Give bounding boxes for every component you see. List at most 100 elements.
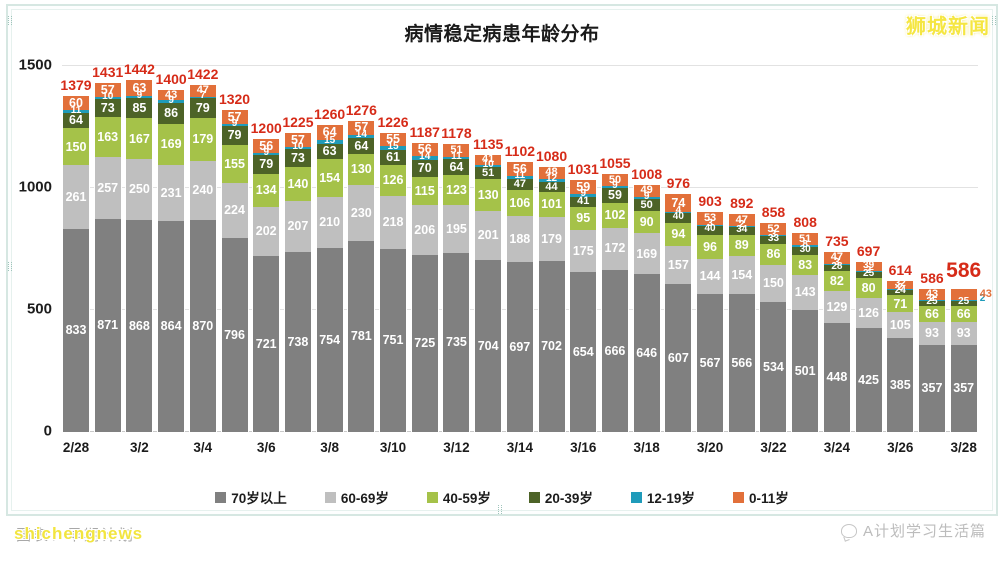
bar-stack: 357 93 66 25 2 43 586: [946, 259, 992, 432]
bar-stack: 697 188 106 47 11 56 1102: [505, 143, 535, 432]
bar-segment: 9: [126, 90, 153, 100]
bar-column[interactable]: 738 207 140 73 10 57 1225: [282, 66, 314, 432]
bar-segment: 102: [601, 202, 628, 228]
bar-column[interactable]: 567 144 96 40 3 53 903: [696, 66, 725, 432]
legend-item[interactable]: 40-59岁: [426, 487, 491, 507]
bar-column[interactable]: 385 105 71 24 2 32 614: [886, 66, 915, 432]
bar-column[interactable]: 871 257 163 73 10 57 1431: [92, 64, 123, 432]
bar-segment: 55: [380, 132, 407, 147]
bar-segment: 51: [792, 232, 819, 246]
bar-segment: 63: [316, 143, 343, 160]
watermark-bottom-left-cn: 图表：早期计划: [16, 527, 136, 544]
legend-item[interactable]: 70岁以上: [215, 487, 287, 507]
x-axis-tick: ·: [284, 440, 312, 455]
bar-column[interactable]: 357 93 66 25 2 43 586: [917, 66, 946, 432]
bar-column[interactable]: 702 179 101 44 12 48 1080: [536, 66, 567, 432]
bar-total-label: 976: [666, 174, 691, 191]
bar-segment: 96: [697, 235, 724, 259]
bar-column[interactable]: 751 218 126 61 15 55 1226: [377, 66, 409, 432]
bar-column[interactable]: 796 224 155 79 9 57 1320: [219, 66, 250, 432]
bar-column[interactable]: 607 157 94 40 4 74 976: [664, 66, 693, 432]
bar-segment: 51: [443, 144, 470, 157]
bar-column[interactable]: 725 206 115 70 14 56 1187: [410, 66, 440, 432]
bar-column[interactable]: 864 231 169 86 9 43 1400: [156, 66, 187, 432]
legend-label: 70岁以上: [231, 491, 287, 506]
bar-column[interactable]: 646 169 90 50 9 49 1008: [631, 66, 662, 432]
bar-total-label: 586: [920, 270, 944, 287]
bar-stack: 871 257 163 73 10 57 1431: [92, 64, 123, 432]
bar-column[interactable]: 654 175 95 41 9 59 1031: [567, 66, 599, 432]
y-axis-tick: 1500: [18, 56, 52, 74]
bar-segment: 44: [538, 181, 565, 193]
legend-label: 40-59岁: [442, 491, 491, 506]
bar-segment: 56: [411, 142, 438, 157]
bar-column[interactable]: 754 210 154 63 15 64 1260: [314, 66, 345, 432]
bar-column[interactable]: 697 188 106 47 11 56 1102: [505, 66, 535, 432]
bar-segment: 57: [94, 82, 121, 97]
legend-swatch: [732, 491, 744, 503]
bar-segment: 86: [760, 244, 787, 266]
bar-segment: 64: [348, 138, 375, 154]
legend-label: 60-69岁: [340, 491, 389, 506]
bar-segment: 56: [506, 162, 533, 177]
bar-segment: 95: [570, 206, 597, 230]
legend-label: 20-39岁: [544, 491, 593, 506]
bar-column[interactable]: 357 93 66 25 2 43 586: [946, 66, 992, 432]
bar-total-label: 1442: [123, 61, 155, 78]
bar-segment: 169: [158, 123, 185, 165]
bar-column[interactable]: 870 240 179 79 7 47 1422: [187, 66, 218, 432]
bar-segment: 47: [728, 214, 755, 226]
bar-stack: 702 179 101 44 12 48 1080: [536, 148, 567, 432]
x-axis-tick: 3/26: [887, 440, 914, 455]
bar-total-label: 808: [793, 213, 817, 230]
x-axis-tick: ·: [94, 440, 122, 455]
bar-column[interactable]: 868 250 167 85 9 63 1442: [124, 61, 155, 432]
bar-column[interactable]: 534 150 86 33 3 52 858: [759, 66, 788, 432]
watermark-top-right: 狮城新闻: [906, 16, 990, 38]
bar-column[interactable]: 425 126 80 25 2 39 697: [854, 66, 883, 432]
bar-stack: 781 230 130 64 14 57 1276: [346, 102, 377, 432]
legend-item[interactable]: 12-19岁: [630, 487, 695, 507]
bar-segment: 154: [316, 159, 343, 197]
bar-segment: 130: [475, 179, 502, 212]
bar-segment: 8: [792, 240, 819, 250]
legend-item[interactable]: 20-39岁: [528, 487, 593, 507]
bar-column[interactable]: 566 154 89 34 2 47 892: [727, 66, 756, 432]
bar-total-label: 735: [825, 233, 849, 250]
bar-segment: 697: [506, 261, 533, 432]
bar-total-label: 1031: [567, 160, 599, 177]
bar-column[interactable]: 721 202 134 79 9 56 1200: [251, 66, 282, 432]
bar-column[interactable]: 781 230 130 64 14 57 1276: [346, 66, 377, 432]
legend-item[interactable]: 60-69岁: [324, 487, 389, 507]
bar-total-label: 1178: [441, 125, 472, 142]
bar-segment: 261: [63, 165, 89, 229]
frame-handle-top-left: [8, 16, 12, 25]
bar-stack: 725 206 115 70 14 56 1187: [410, 124, 440, 432]
bar-segment: 175: [570, 229, 597, 273]
x-axis-tick: ·: [664, 440, 692, 455]
bar-segment: 357: [950, 344, 977, 432]
bar-segment: 11: [506, 171, 533, 181]
bar-segment: 53: [697, 211, 724, 225]
bar-stack: 425 126 80 25 2 39 697: [854, 243, 883, 432]
bar-column[interactable]: 704 201 130 51 10 41 1135: [473, 66, 503, 432]
y-axis-tick: 1000: [18, 178, 52, 196]
bar-segment: 738: [284, 251, 311, 432]
bar-segment: 179: [538, 217, 565, 261]
bar-stack: 751 218 126 61 15 55 1226: [377, 114, 409, 432]
legend-item[interactable]: 0-11岁: [732, 487, 789, 507]
bar-column[interactable]: 833 261 150 64 11 60 1379: [60, 66, 92, 432]
bar-column[interactable]: 735 195 123 64 11 51 1178: [441, 66, 472, 432]
bar-segment: 501: [792, 309, 819, 432]
bar-segment: 134: [253, 174, 280, 207]
bar-stack: 385 105 71 24 2 32 614: [886, 262, 915, 432]
bar-segment: 4: [665, 205, 692, 217]
bar-segment: 32: [887, 278, 914, 289]
bar-column[interactable]: 666 172 102 59 9 50 1055: [599, 66, 631, 432]
bar-column[interactable]: 448 129 82 28 3 47 735: [822, 66, 851, 432]
bar-segment: 79: [189, 98, 216, 118]
bar-column[interactable]: 501 143 83 30 8 51 808: [791, 66, 820, 432]
bar-segment: 24: [887, 286, 914, 296]
bar-segment: 25: [950, 297, 977, 307]
bar-segment: 567: [697, 293, 724, 432]
